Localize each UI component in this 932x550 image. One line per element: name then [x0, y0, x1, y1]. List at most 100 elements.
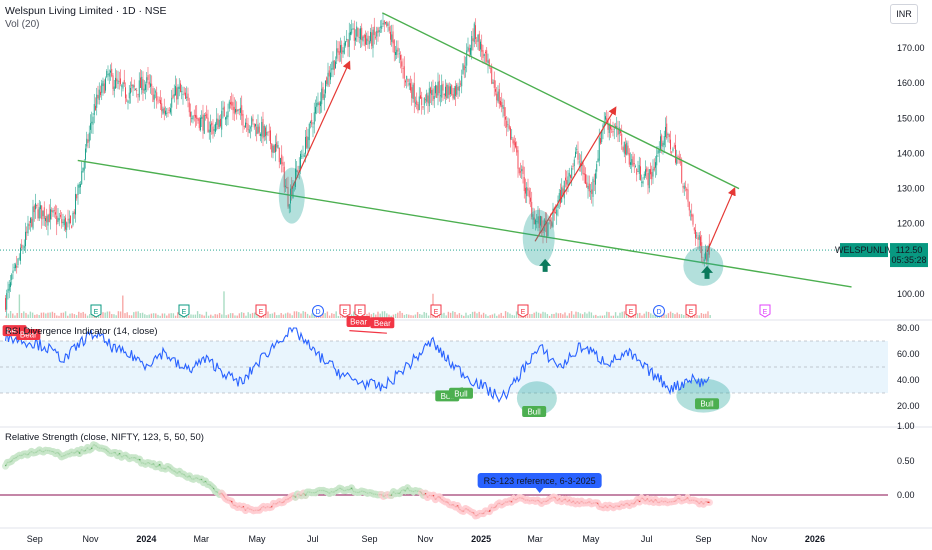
- volume-bar: [456, 314, 458, 318]
- event-marker-label: E: [259, 309, 264, 316]
- x-axis-tick-label: Nov: [83, 534, 100, 544]
- candle-body: [347, 39, 349, 48]
- candle-body: [67, 219, 69, 221]
- candle-body: [473, 23, 475, 43]
- currency-button[interactable]: INR: [890, 4, 918, 24]
- candle-body: [310, 121, 311, 124]
- candle-body: [438, 80, 440, 94]
- volume-bar: [212, 315, 214, 318]
- volume-bar: [612, 315, 615, 318]
- candle-body: [661, 135, 663, 147]
- candle-body: [281, 154, 283, 164]
- candle-body: [665, 127, 666, 137]
- volume-bar: [647, 311, 650, 318]
- candle-body: [27, 223, 29, 234]
- candle-body: [537, 216, 539, 224]
- earnings-marker-icon: E: [625, 304, 637, 318]
- volume-bar: [575, 311, 577, 318]
- candle-body: [396, 49, 398, 55]
- candle-body: [21, 244, 23, 248]
- candle-body: [210, 124, 211, 133]
- candle-body: [607, 120, 609, 130]
- trendline: [382, 12, 740, 190]
- candle-body: [623, 141, 625, 154]
- volume-bar: [71, 313, 73, 318]
- candle-body: [58, 218, 60, 221]
- volume-bar: [36, 314, 38, 318]
- x-axis-tick-label: Sep: [362, 534, 378, 544]
- candle-body: [688, 201, 690, 211]
- candle-body: [590, 191, 591, 193]
- event-marker-label: E: [689, 309, 694, 316]
- candle-body: [440, 95, 441, 97]
- rs-tooltip-text: RS-123 reference, 6-3-2025: [484, 476, 596, 486]
- candle-body: [256, 126, 258, 135]
- candle-body: [632, 156, 634, 167]
- candle-body: [82, 167, 84, 173]
- volume-bar: [130, 315, 133, 318]
- candle-body: [130, 87, 131, 94]
- candle-body: [508, 125, 510, 129]
- volume-bar: [49, 312, 51, 318]
- candle-body: [460, 83, 461, 85]
- candle-body: [151, 83, 153, 87]
- candle-body: [338, 51, 340, 55]
- candle-body: [653, 166, 655, 171]
- x-axis-tick-label: 2024: [136, 534, 156, 544]
- candle-body: [618, 127, 620, 135]
- candle-body: [397, 47, 399, 52]
- volume-bar: [445, 315, 447, 318]
- candle-body: [290, 188, 291, 204]
- candle-body: [656, 155, 658, 166]
- candle-body: [412, 84, 414, 99]
- candle-body: [595, 173, 596, 185]
- candle-body: [143, 88, 145, 91]
- candle-body: [686, 188, 688, 191]
- x-axis-tick-label: Sep: [27, 534, 43, 544]
- candle-body: [552, 208, 554, 228]
- candle-body: [458, 86, 460, 91]
- candle-body: [562, 188, 564, 197]
- volume-bar: [377, 311, 379, 318]
- volume-bar: [295, 311, 298, 318]
- candle-body: [205, 115, 206, 116]
- candle-body: [572, 166, 574, 167]
- volume-bar: [599, 315, 601, 318]
- candle-body: [426, 93, 428, 102]
- x-axis-tick-label: Nov: [751, 534, 768, 544]
- volume-bar: [366, 313, 368, 318]
- volume-bar: [289, 313, 291, 318]
- volume-bar: [639, 312, 641, 318]
- candle-body: [428, 88, 430, 107]
- candle-body: [523, 177, 525, 192]
- volume-bar: [447, 311, 450, 318]
- candle-body: [207, 117, 209, 132]
- candle-body: [230, 102, 231, 105]
- projection-arrow: [706, 187, 736, 253]
- candle-body: [496, 93, 498, 101]
- candle-body: [360, 28, 361, 40]
- candle-body: [522, 166, 524, 175]
- volume-bar: [394, 313, 397, 318]
- volume-bar: [452, 311, 454, 318]
- candle-body: [7, 288, 9, 293]
- candle-body: [152, 88, 154, 102]
- candle-body: [600, 138, 601, 144]
- candle-body: [446, 84, 448, 99]
- volume-bar: [645, 311, 648, 318]
- candle-body: [375, 36, 376, 38]
- candle-body: [53, 210, 55, 212]
- candle-body: [97, 95, 99, 99]
- candle-body: [638, 165, 640, 174]
- candle-body: [5, 298, 6, 310]
- candle-body: [332, 60, 334, 70]
- candle-body: [121, 85, 123, 87]
- candle-body: [37, 209, 39, 219]
- candle-body: [191, 118, 193, 119]
- candle-body: [708, 243, 710, 255]
- dividend-marker-icon: D: [653, 305, 665, 317]
- bull-label-text: Bull: [454, 389, 468, 398]
- volume-bar: [676, 312, 678, 318]
- volume-bar: [7, 313, 10, 318]
